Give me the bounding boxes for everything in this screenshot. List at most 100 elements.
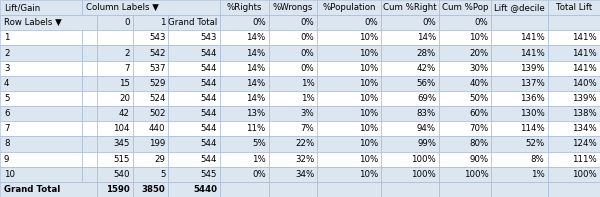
Bar: [548, 136, 600, 151]
Bar: [548, 121, 600, 136]
Bar: [439, 0, 491, 15]
Bar: [269, 151, 317, 167]
Text: 10%: 10%: [359, 139, 378, 149]
Bar: [0, 15, 97, 30]
Bar: [269, 106, 317, 121]
Text: 0: 0: [124, 18, 130, 27]
Bar: [491, 182, 548, 197]
Bar: [317, 0, 381, 15]
Text: 56%: 56%: [417, 79, 436, 88]
Text: 141%: 141%: [520, 33, 545, 42]
Text: 440: 440: [149, 124, 166, 133]
Text: Total Lift: Total Lift: [556, 3, 592, 12]
Text: 141%: 141%: [572, 64, 597, 73]
Bar: [381, 106, 439, 121]
Bar: [133, 182, 169, 197]
Bar: [269, 61, 317, 76]
Bar: [169, 46, 220, 61]
Bar: [0, 0, 82, 15]
Bar: [82, 121, 97, 136]
Bar: [269, 182, 317, 197]
Text: 134%: 134%: [572, 124, 597, 133]
Text: 15: 15: [119, 79, 130, 88]
Bar: [491, 61, 548, 76]
Bar: [491, 167, 548, 182]
Bar: [317, 167, 381, 182]
Text: 544: 544: [200, 64, 217, 73]
Bar: [220, 15, 269, 30]
Text: 14%: 14%: [247, 64, 266, 73]
Bar: [97, 46, 133, 61]
Text: 529: 529: [149, 79, 166, 88]
Bar: [133, 151, 169, 167]
Bar: [82, 61, 97, 76]
Text: 20%: 20%: [469, 48, 488, 58]
Bar: [97, 151, 133, 167]
Bar: [97, 167, 133, 182]
Bar: [169, 61, 220, 76]
Bar: [133, 91, 169, 106]
Text: 544: 544: [200, 79, 217, 88]
Text: 544: 544: [200, 109, 217, 118]
Text: 542: 542: [149, 48, 166, 58]
Bar: [0, 61, 82, 76]
Text: 345: 345: [113, 139, 130, 149]
Text: Column Labels ▼: Column Labels ▼: [86, 3, 159, 12]
Text: 515: 515: [113, 155, 130, 164]
Bar: [439, 182, 491, 197]
Text: 9: 9: [4, 155, 10, 164]
Text: 69%: 69%: [417, 94, 436, 103]
Text: Grand Total: Grand Total: [168, 18, 217, 27]
Bar: [0, 167, 82, 182]
Bar: [491, 0, 548, 15]
Bar: [0, 151, 82, 167]
Bar: [439, 76, 491, 91]
Bar: [169, 76, 220, 91]
Text: 4: 4: [4, 79, 10, 88]
Bar: [381, 121, 439, 136]
Bar: [439, 91, 491, 106]
Text: 0%: 0%: [422, 18, 436, 27]
Text: 10%: 10%: [469, 33, 488, 42]
Bar: [220, 167, 269, 182]
Bar: [0, 136, 82, 151]
Text: 141%: 141%: [572, 48, 597, 58]
Text: 14%: 14%: [247, 33, 266, 42]
Text: 5440: 5440: [193, 185, 217, 194]
Bar: [439, 61, 491, 76]
Bar: [82, 46, 97, 61]
Bar: [220, 151, 269, 167]
Bar: [439, 106, 491, 121]
Text: 138%: 138%: [572, 109, 597, 118]
Text: 543: 543: [149, 33, 166, 42]
Bar: [0, 106, 82, 121]
Bar: [97, 61, 133, 76]
Bar: [220, 91, 269, 106]
Bar: [491, 106, 548, 121]
Bar: [220, 76, 269, 91]
Bar: [381, 30, 439, 46]
Text: 1%: 1%: [301, 94, 314, 103]
Text: 502: 502: [149, 109, 166, 118]
Text: 42%: 42%: [417, 64, 436, 73]
Text: 99%: 99%: [417, 139, 436, 149]
Bar: [381, 15, 439, 30]
Bar: [269, 167, 317, 182]
Bar: [220, 182, 269, 197]
Text: 100%: 100%: [464, 170, 488, 179]
Bar: [133, 15, 169, 30]
Text: 139%: 139%: [520, 64, 545, 73]
Text: 544: 544: [200, 94, 217, 103]
Text: 0%: 0%: [301, 33, 314, 42]
Bar: [97, 106, 133, 121]
Bar: [381, 46, 439, 61]
Text: 7: 7: [124, 64, 130, 73]
Text: 1: 1: [160, 18, 166, 27]
Bar: [548, 46, 600, 61]
Bar: [97, 136, 133, 151]
Text: 136%: 136%: [520, 94, 545, 103]
Bar: [491, 151, 548, 167]
Text: 540: 540: [113, 170, 130, 179]
Bar: [169, 121, 220, 136]
Bar: [381, 91, 439, 106]
